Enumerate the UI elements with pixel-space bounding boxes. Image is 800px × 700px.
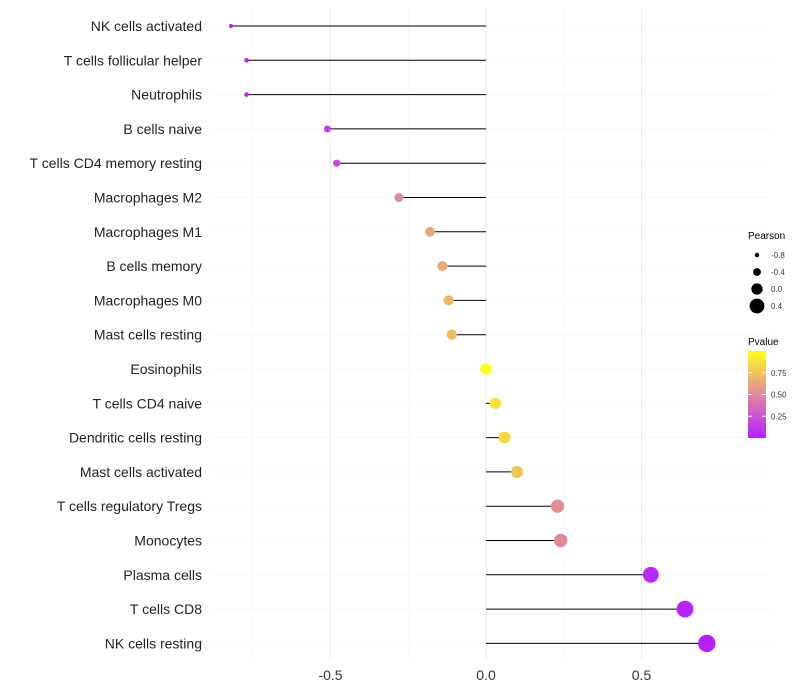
lollipop-points — [228, 23, 716, 653]
y-category-label: T cells regulatory Tregs — [57, 498, 202, 514]
grid-lines — [212, 8, 770, 660]
lollipop-point — [698, 634, 716, 653]
legend-size-key — [751, 283, 763, 295]
y-category-label: Eosinophils — [130, 361, 202, 377]
legend-size-label: 0.0 — [771, 285, 783, 294]
y-category-label: T cells CD4 naive — [93, 395, 203, 411]
y-category-label: Macrophages M1 — [94, 224, 202, 240]
y-category-label: Dendritic cells resting — [69, 430, 202, 446]
lollipop-point — [498, 431, 511, 444]
lollipop-point — [333, 159, 341, 167]
y-axis-labels: NK cells activated T cells follicular hel… — [30, 18, 203, 651]
x-tick-label: -0.5 — [318, 667, 342, 683]
legend-size-key — [754, 252, 760, 258]
y-category-label: NK cells resting — [105, 635, 202, 651]
lollipop-point — [480, 363, 492, 375]
y-category-label: Macrophages M0 — [94, 292, 202, 308]
legend-color-label: 0.75 — [771, 369, 787, 378]
lollipop-point — [323, 125, 331, 133]
lollipop-point — [443, 295, 454, 306]
lollipop-point — [244, 92, 249, 97]
y-category-label: Mast cells activated — [80, 464, 202, 480]
lollipop-point — [676, 600, 694, 618]
lollipop-point — [511, 465, 524, 478]
lollipop-point — [244, 57, 249, 63]
legend-size-label: -0.8 — [771, 251, 785, 260]
y-category-label: NK cells activated — [91, 18, 202, 34]
y-category-label: T cells CD8 — [130, 601, 202, 617]
legend-color: Pvalue 0.75 0.50 0.25 — [748, 337, 787, 438]
lollipop-point — [228, 23, 234, 29]
lollipop-point — [553, 533, 568, 548]
legend-size: Pearson -0.8 -0.4 0.0 0.4 — [748, 231, 785, 314]
lollipop-point — [489, 397, 502, 410]
y-category-label: T cells CD4 memory resting — [30, 155, 202, 171]
lollipop-point — [394, 193, 404, 202]
lollipop-point — [425, 226, 435, 237]
legend-color-label: 0.25 — [771, 412, 787, 421]
legend-size-label: -0.4 — [771, 268, 785, 277]
lollipop-point — [642, 566, 659, 583]
y-category-label: Macrophages M2 — [94, 190, 202, 206]
x-axis-tick-labels: -0.5 0.0 0.5 — [318, 667, 651, 683]
legend-size-title: Pearson — [748, 231, 785, 242]
legend-size-key — [749, 298, 765, 314]
legend-color-label: 0.50 — [771, 391, 787, 400]
y-category-label: T cells follicular helper — [64, 52, 203, 68]
legend-size-key — [753, 268, 761, 276]
y-category-label: Mast cells resting — [94, 327, 202, 343]
lollipop-point — [437, 261, 448, 272]
y-category-label: B cells memory — [106, 258, 202, 274]
x-tick-label: 0.5 — [632, 667, 652, 683]
legend-size-label: 0.4 — [771, 302, 783, 311]
y-category-label: Plasma cells — [123, 567, 202, 583]
lollipop-point — [550, 499, 565, 513]
y-category-label: B cells naive — [123, 121, 202, 137]
legend-colorbar — [748, 351, 766, 438]
y-category-label: Monocytes — [134, 533, 202, 549]
y-category-label: Neutrophils — [131, 87, 202, 103]
legend-color-title: Pvalue — [748, 337, 779, 348]
lollipop-point — [446, 329, 457, 340]
x-tick-label: 0.0 — [476, 667, 496, 683]
